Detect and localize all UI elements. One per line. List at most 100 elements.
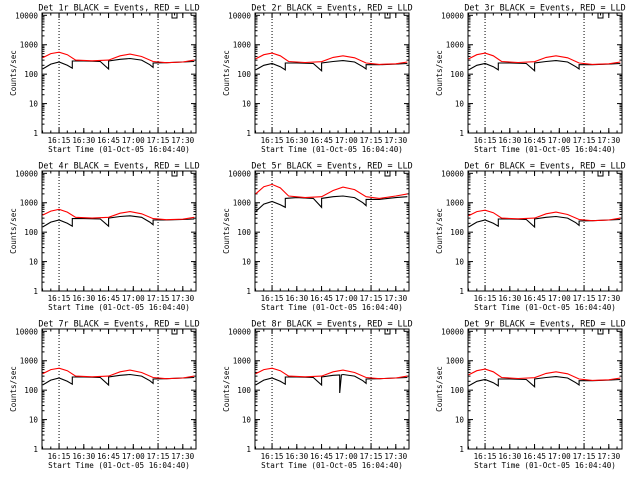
y-tick-label: 1000 xyxy=(233,199,252,208)
x-tick-label: 17:00 xyxy=(548,294,571,303)
x-axis-title: Start Time (01-Oct-05 16:04:40) xyxy=(261,145,403,154)
y-tick-label: 10000 xyxy=(441,169,464,178)
x-tick-label: 17:15 xyxy=(573,294,596,303)
plot-frame xyxy=(254,170,410,292)
y-tick-label: 10 xyxy=(242,416,252,425)
detector-panel-9: Det 9r BLACK = Events, RED = LLD 1 10 100 10… xyxy=(435,319,626,471)
plot-frame xyxy=(41,328,197,450)
x-tick-label: 16:45 xyxy=(310,294,333,303)
panel-title: Det 4r BLACK = Events, RED = LLD xyxy=(38,161,199,171)
x-tick-label: 16:30 xyxy=(72,294,95,303)
detector-panel-8: Det 8r BLACK = Events, RED = LLD 1 10 100 10… xyxy=(222,319,413,471)
series-events-line xyxy=(468,215,621,229)
x-axis-title: Start Time (01-Oct-05 16:04:40) xyxy=(48,145,190,154)
y-tick-label: 10 xyxy=(455,416,465,425)
x-axis-title: Start Time (01-Oct-05 16:04:40) xyxy=(474,461,616,470)
x-tick-label: 17:00 xyxy=(548,452,571,461)
y-tick-label: 100 xyxy=(237,228,251,237)
y-tick-label: 1000 xyxy=(446,199,465,208)
x-tick-label: 16:45 xyxy=(97,136,120,145)
y-tick-label: 10 xyxy=(242,100,252,109)
y-tick-label: 10 xyxy=(242,258,252,267)
y-tick-label: 1000 xyxy=(446,357,465,366)
x-tick-label: 17:30 xyxy=(171,452,194,461)
x-tick-label: 17:00 xyxy=(122,294,145,303)
panel-title: Det 2r BLACK = Events, RED = LLD xyxy=(251,3,412,13)
x-tick-label: 16:45 xyxy=(97,452,120,461)
x-tick-label: 16:30 xyxy=(285,136,308,145)
y-axis-title: Counts/sec xyxy=(9,50,18,96)
x-tick-label: 17:15 xyxy=(147,452,170,461)
y-tick-label: 10 xyxy=(455,100,465,109)
x-axis-title: Start Time (01-Oct-05 16:04:40) xyxy=(48,461,190,470)
x-tick-label: 16:15 xyxy=(474,452,497,461)
series-lld-line xyxy=(255,183,408,199)
x-tick-label: 16:15 xyxy=(261,136,284,145)
x-axis-title: Start Time (01-Oct-05 16:04:40) xyxy=(261,303,403,312)
y-axis-title: Counts/sec xyxy=(9,366,18,412)
y-axis-title: Counts/sec xyxy=(222,50,231,96)
series-events-line xyxy=(468,60,621,73)
plot-frame xyxy=(467,12,623,134)
series-lld-line xyxy=(468,52,621,65)
x-tick-label: 17:00 xyxy=(335,294,358,303)
y-tick-label: 1 xyxy=(246,445,251,454)
y-axis-title: Counts/sec xyxy=(222,208,231,254)
x-tick-label: 17:30 xyxy=(384,452,407,461)
series-events-line xyxy=(255,195,408,213)
detector-panel-3: Det 3r BLACK = Events, RED = LLD 1 10 100 10… xyxy=(435,3,626,155)
series-events-line xyxy=(468,376,621,389)
detector-panel-6: Det 6r BLACK = Events, RED = LLD 1 10 100 10… xyxy=(435,161,626,313)
series-lld-line xyxy=(468,368,621,381)
x-tick-label: 17:15 xyxy=(147,294,170,303)
x-tick-label: 16:15 xyxy=(261,294,284,303)
x-tick-label: 16:15 xyxy=(474,136,497,145)
x-tick-label: 17:30 xyxy=(384,136,407,145)
y-tick-label: 1000 xyxy=(20,199,39,208)
x-tick-label: 17:30 xyxy=(597,294,620,303)
series-lld-line xyxy=(468,209,621,222)
series-events-line xyxy=(42,57,195,71)
y-axis-title: Counts/sec xyxy=(9,208,18,254)
x-tick-label: 17:00 xyxy=(122,136,145,145)
x-tick-label: 17:15 xyxy=(573,452,596,461)
y-tick-label: 1 xyxy=(459,129,464,138)
y-tick-label: 10 xyxy=(29,416,39,425)
x-axis-title: Start Time (01-Oct-05 16:04:40) xyxy=(261,461,403,470)
detector-panel-7: Det 7r BLACK = Events, RED = LLD 1 10 100 10… xyxy=(9,319,200,471)
x-tick-label: 17:00 xyxy=(548,136,571,145)
series-lld-line xyxy=(42,367,195,380)
detector-panel-2: Det 2r BLACK = Events, RED = LLD 1 10 100 10… xyxy=(222,3,413,155)
y-tick-label: 10000 xyxy=(15,169,38,178)
y-axis-title: Counts/sec xyxy=(435,50,444,96)
y-tick-label: 100 xyxy=(450,386,464,395)
x-tick-label: 16:30 xyxy=(498,294,521,303)
y-tick-label: 100 xyxy=(24,228,38,237)
plot-frame xyxy=(254,12,410,134)
x-tick-label: 16:15 xyxy=(48,452,71,461)
y-tick-label: 1 xyxy=(246,287,251,296)
y-tick-label: 1 xyxy=(33,129,38,138)
series-lld-line xyxy=(255,367,408,380)
y-tick-label: 10000 xyxy=(228,169,251,178)
panel-title: Det 1r BLACK = Events, RED = LLD xyxy=(38,3,199,13)
series-events-line xyxy=(255,60,408,73)
panel-title: Det 6r BLACK = Events, RED = LLD xyxy=(464,161,625,171)
y-tick-label: 1 xyxy=(459,445,464,454)
x-axis-title: Start Time (01-Oct-05 16:04:40) xyxy=(48,303,190,312)
y-tick-label: 100 xyxy=(450,70,464,79)
y-tick-label: 10 xyxy=(29,258,39,267)
plot-frame xyxy=(467,170,623,292)
y-tick-label: 10000 xyxy=(15,11,38,20)
y-tick-label: 100 xyxy=(237,386,251,395)
y-tick-label: 100 xyxy=(450,228,464,237)
x-tick-label: 17:30 xyxy=(171,294,194,303)
series-lld-line xyxy=(42,208,195,221)
series-events-line xyxy=(42,215,195,228)
x-tick-label: 17:15 xyxy=(147,136,170,145)
x-tick-label: 16:30 xyxy=(72,452,95,461)
plot-frame xyxy=(467,328,623,450)
y-tick-label: 10000 xyxy=(228,11,251,20)
y-axis-title: Counts/sec xyxy=(435,366,444,412)
x-tick-label: 16:30 xyxy=(285,452,308,461)
